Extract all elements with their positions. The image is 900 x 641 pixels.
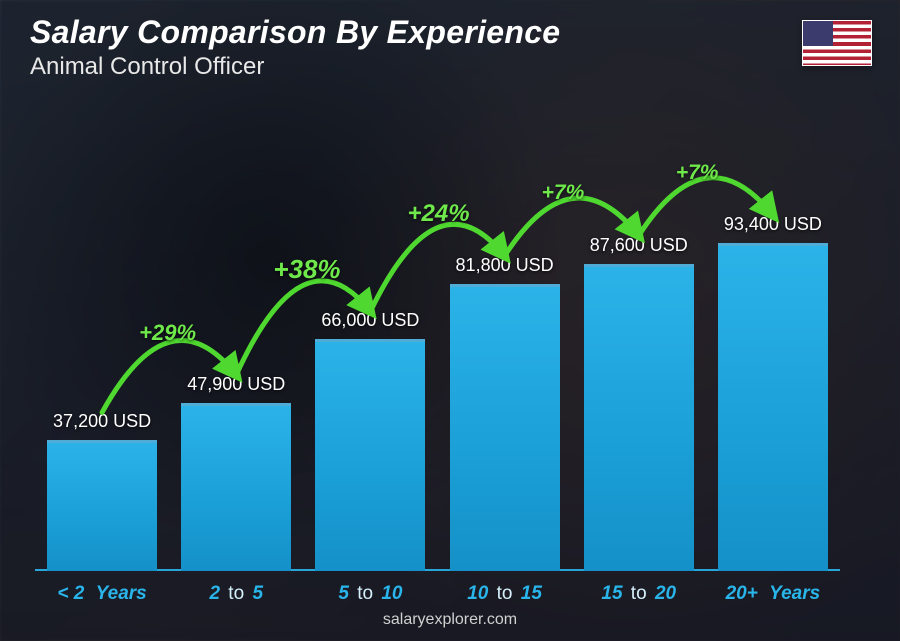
x-axis-label: 2 to 5 — [169, 583, 303, 605]
bar-chart: 37,200 USD< 2 Years47,900 USD2 to 566,00… — [35, 90, 840, 571]
page-title: Salary Comparison By Experience — [30, 14, 560, 51]
x-axis-label: 5 to 10 — [303, 583, 437, 605]
page-subtitle: Animal Control Officer — [30, 53, 560, 81]
x-axis-label: < 2 Years — [35, 583, 169, 605]
pct-increase-label: +7% — [676, 161, 719, 185]
x-axis-label: 20+ Years — [706, 583, 840, 605]
us-flag-icon — [802, 20, 872, 66]
infographic-root: Salary Comparison By Experience Animal C… — [0, 0, 900, 641]
title-block: Salary Comparison By Experience Animal C… — [30, 14, 560, 81]
footer-attribution: salaryexplorer.com — [0, 611, 900, 629]
increase-arc-icon — [35, 90, 840, 571]
x-axis-label: 15 to 20 — [572, 583, 706, 605]
x-axis-label: 10 to 15 — [438, 583, 572, 605]
